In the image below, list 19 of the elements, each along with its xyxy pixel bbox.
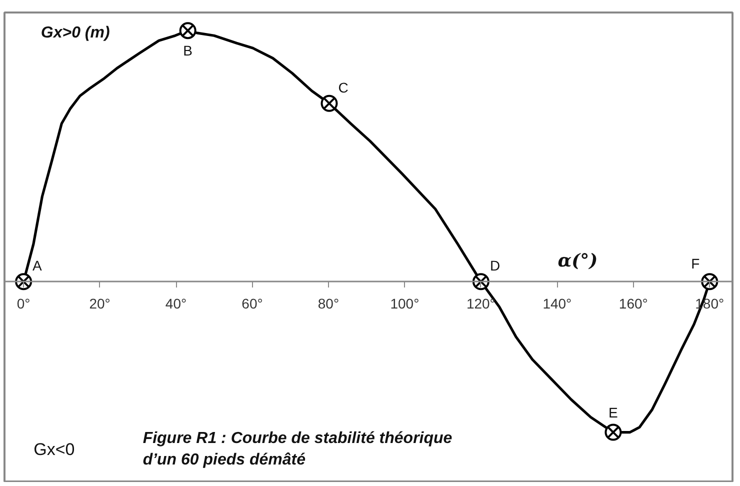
- annotation: B: [183, 42, 193, 59]
- x-tick-label: 160°: [618, 296, 648, 312]
- annotation: F: [691, 256, 700, 272]
- text: Gx<0: [34, 440, 75, 459]
- annotation: E: [608, 404, 618, 420]
- annotation: Figure R1 : Courbe de stabilité théorique d’un 60 pieds démâté: [142, 430, 452, 468]
- x-tick-label: 60°: [242, 296, 263, 312]
- annotation: D: [490, 258, 500, 274]
- x-tick-label: 80°: [318, 296, 340, 312]
- annotation: A: [32, 258, 43, 274]
- x-tick-label: 0°: [16, 296, 30, 312]
- x-tick-label: 20°: [89, 296, 110, 312]
- annotation: C: [338, 79, 348, 96]
- x-tick-label: 120°: [466, 296, 496, 312]
- x-tick-label: 40°: [165, 296, 187, 312]
- x-tick-label: 100°: [390, 296, 420, 312]
- x-tick-label: 140°: [542, 296, 572, 312]
- y-axis-title: Gx>0 (m): [40, 24, 110, 42]
- x-axis-title: α(°): [558, 250, 598, 272]
